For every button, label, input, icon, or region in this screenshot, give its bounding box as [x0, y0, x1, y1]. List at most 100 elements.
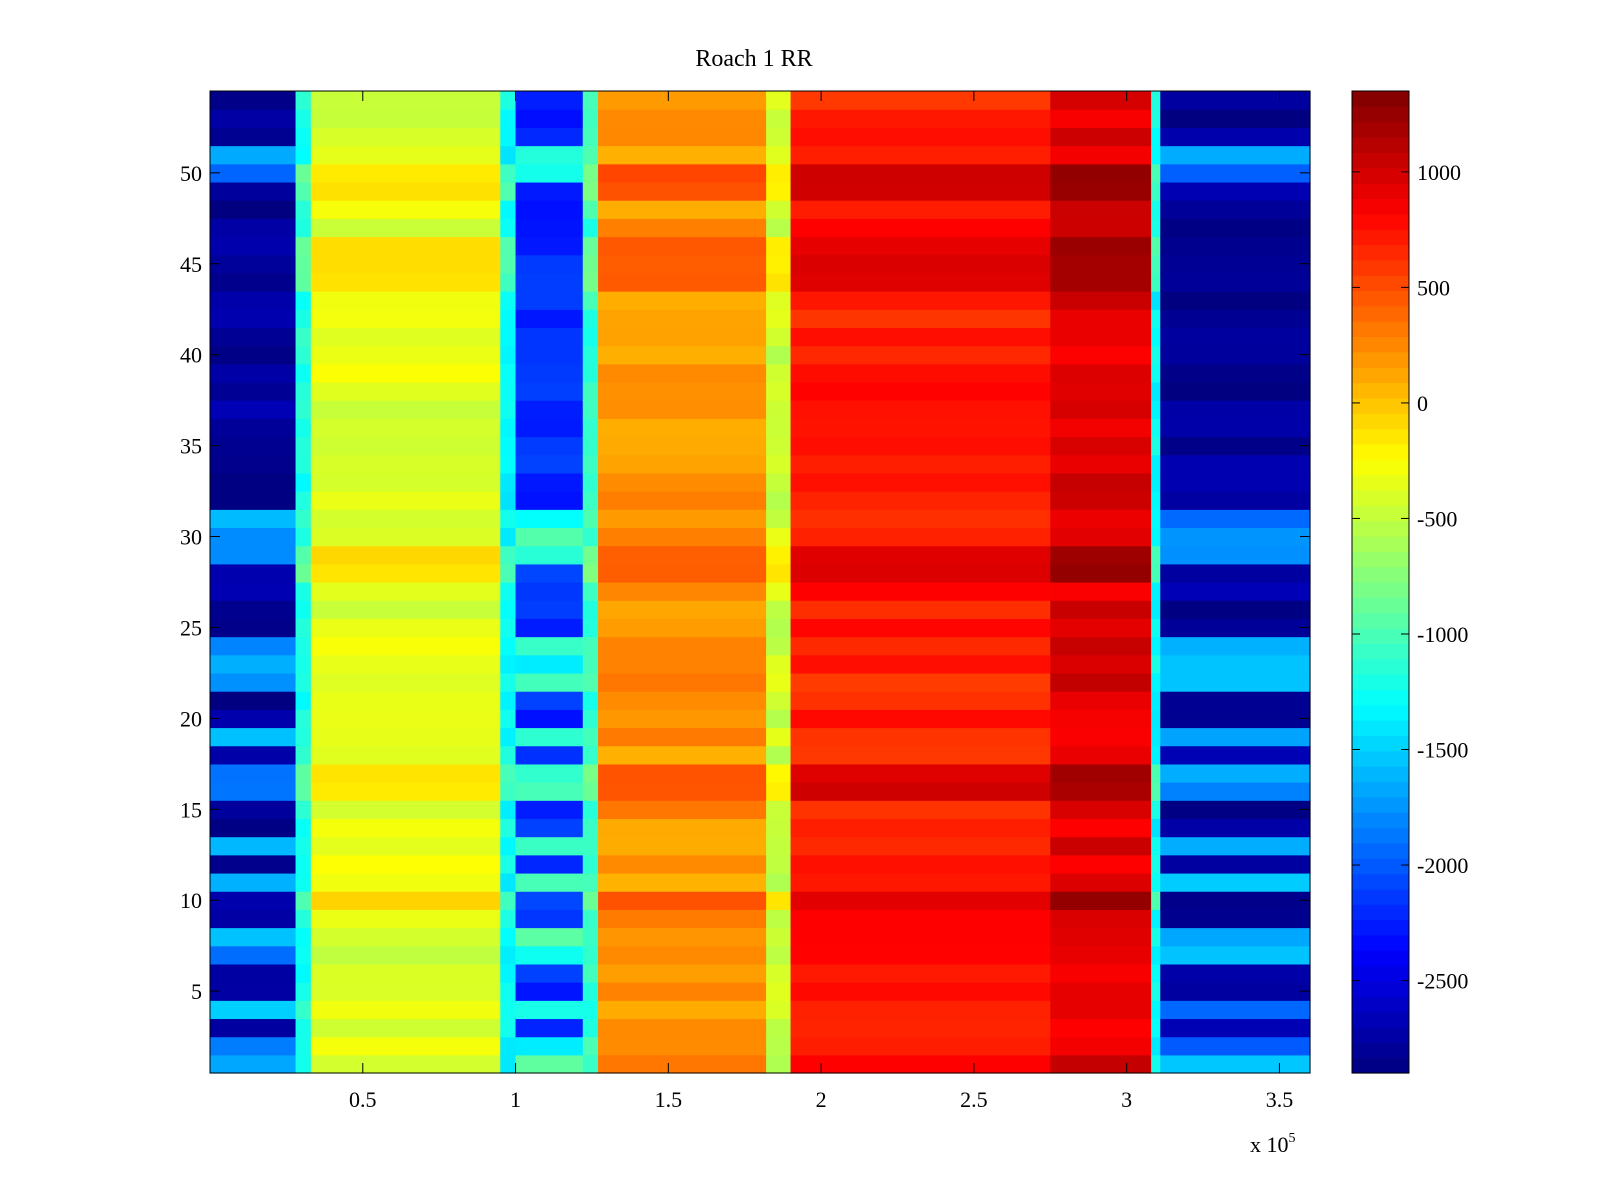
colorbar-step [1352, 582, 1409, 598]
heatmap-cell-band11-row11 [1160, 872, 1311, 892]
heatmap-cell-band4-row21 [515, 691, 584, 710]
heatmap-cell-band9-row10 [1050, 891, 1152, 910]
heatmap-cell-band6-row10 [598, 891, 767, 910]
colorbar-step [1352, 919, 1409, 936]
heatmap-cell-band8-row25 [790, 618, 1051, 638]
heatmap-cell-band2-row38 [310, 381, 501, 401]
heatmap-cell-band9-row15 [1050, 800, 1152, 820]
heatmap-cell-band5-row23 [582, 654, 599, 674]
heatmap-cell-band4-row16 [515, 782, 584, 801]
heatmap-cell-band6-row2 [598, 1036, 767, 1056]
heatmap-cell-band0-row27 [210, 582, 297, 601]
heatmap-cell-band4-row35 [515, 436, 584, 456]
heatmap-cell-band11-row34 [1160, 454, 1311, 474]
heatmap-cell-band4-row44 [515, 272, 584, 292]
heatmap-cell-band8-row35 [790, 436, 1051, 456]
colorbar-step [1352, 229, 1409, 246]
heatmap-cell-band8-row4 [790, 1000, 1051, 1020]
heatmap-cell-band2-row21 [310, 691, 501, 710]
heatmap-cell-band3-row34 [500, 454, 517, 474]
heatmap-cell-band6-row7 [598, 945, 767, 965]
heatmap-cell-band2-row26 [310, 600, 501, 619]
heatmap-cell-band4-row14 [515, 818, 584, 838]
heatmap-cell-band5-row16 [582, 782, 599, 801]
heatmap-cell-band5-row46 [582, 236, 599, 256]
heatmap-cell-band6-row13 [598, 836, 767, 856]
heatmap-cell-band6-row41 [598, 327, 767, 347]
heatmap-cell-band3-row30 [500, 527, 517, 547]
heatmap-cell-band10-row2 [1151, 1036, 1161, 1056]
heatmap-cell-band3-row23 [500, 654, 517, 674]
y-tick-label: 10 [180, 888, 202, 913]
heatmap-cell-band6-row49 [598, 181, 767, 201]
heatmap-cell-band10-row3 [1151, 1018, 1161, 1038]
heatmap-cell-band6-row19 [598, 727, 767, 747]
heatmap-cell-band10-row46 [1151, 236, 1161, 256]
heatmap-cell-band9-row54 [1050, 91, 1152, 110]
colorbar-step [1352, 428, 1409, 445]
heatmap-cell-band11-row41 [1160, 327, 1311, 347]
heatmap-cell-band0-row39 [210, 363, 297, 383]
heatmap-cell-band2-row1 [310, 1054, 501, 1074]
heatmap-cell-band11-row37 [1160, 400, 1311, 419]
heatmap-cell-band9-row18 [1050, 745, 1152, 765]
heatmap-cell-band10-row45 [1151, 254, 1161, 274]
heatmap-cell-band11-row49 [1160, 181, 1311, 201]
heatmap-cell-band7-row30 [766, 527, 792, 547]
heatmap-cell-band4-row22 [515, 672, 584, 692]
heatmap-cell-band10-row18 [1151, 745, 1161, 765]
x-tick-label: 1 [510, 1087, 521, 1112]
heatmap-cell-band6-row50 [598, 163, 767, 183]
heatmap-cell-band5-row49 [582, 181, 599, 201]
y-tick-label: 50 [180, 161, 202, 186]
heatmap-cell-band8-row19 [790, 727, 1051, 747]
heatmap-cell-band11-row16 [1160, 782, 1311, 801]
heatmap-cell-band5-row8 [582, 927, 599, 947]
heatmap-cell-band6-row9 [598, 909, 767, 929]
heatmap-cell-band0-row29 [210, 545, 297, 565]
heatmap-cell-band5-row7 [582, 945, 599, 965]
x-tick-label: 3.5 [1266, 1087, 1294, 1112]
heatmap-cell-band11-row14 [1160, 818, 1311, 838]
heatmap-cell-band4-row49 [515, 181, 584, 201]
colorbar-step [1352, 566, 1409, 583]
heatmap-cell-band11-row19 [1160, 727, 1311, 747]
heatmap-cell-band8-row39 [790, 363, 1051, 383]
heatmap-cell-band1-row33 [295, 472, 312, 492]
heatmap-cell-band4-row5 [515, 982, 584, 1001]
colorbar-tick-label: -1000 [1417, 622, 1468, 647]
heatmap-cell-band8-row38 [790, 381, 1051, 401]
heatmap-cell-band3-row18 [500, 745, 517, 765]
heatmap-cell-band7-row11 [766, 872, 792, 892]
colorbar-step [1352, 305, 1409, 322]
heatmap-cell-band11-row18 [1160, 745, 1311, 765]
heatmap-cell-band3-row37 [500, 400, 517, 419]
heatmap-cell-band10-row26 [1151, 600, 1161, 619]
heatmap-cell-band9-row50 [1050, 163, 1152, 183]
heatmap-cell-band6-row22 [598, 672, 767, 692]
colorbar-frame [1351, 90, 1410, 1074]
heatmap-cell-band10-row48 [1151, 200, 1161, 219]
heatmap-cell-band8-row51 [790, 145, 1051, 165]
heatmap-cell-band5-row33 [582, 472, 599, 492]
heatmap-cell-band2-row9 [310, 909, 501, 929]
heatmap-cell-band0-row1 [210, 1054, 297, 1074]
heatmap-cell-band1-row25 [295, 618, 312, 638]
heatmap-cell-band10-row19 [1151, 727, 1161, 747]
heatmap-cell-band10-row28 [1151, 563, 1161, 583]
heatmap-cell-band4-row6 [515, 963, 584, 983]
colorbar-step [1352, 535, 1409, 552]
colorbar-step [1352, 367, 1409, 384]
heatmap-cell-band8-row31 [790, 509, 1051, 529]
heatmap-cell-band8-row30 [790, 527, 1051, 547]
heatmap-cell-band11-row28 [1160, 563, 1311, 583]
heatmap-cell-band4-row30 [515, 527, 584, 547]
heatmap-cell-band9-row19 [1050, 727, 1152, 747]
heatmap-cell-band8-row40 [790, 345, 1051, 365]
heatmap-cell-band7-row25 [766, 618, 792, 638]
heatmap-cell-band9-row24 [1050, 636, 1152, 656]
heatmap-cell-band7-row44 [766, 272, 792, 292]
heatmap-cell-band3-row5 [500, 982, 517, 1001]
heatmap-cell-band11-row31 [1160, 509, 1311, 529]
heatmap-cell-band7-row53 [766, 109, 792, 128]
